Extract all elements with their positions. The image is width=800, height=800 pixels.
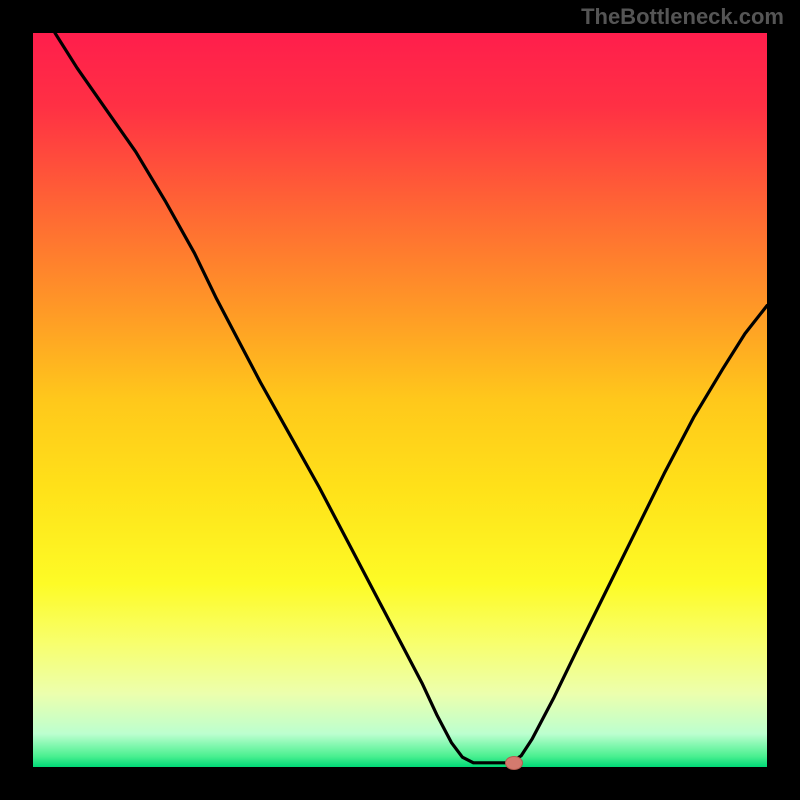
bottleneck-curve — [55, 33, 767, 763]
watermark-text: TheBottleneck.com — [581, 4, 784, 30]
optimum-marker — [505, 756, 523, 770]
curve-layer — [33, 33, 767, 767]
chart-stage: TheBottleneck.com — [0, 0, 800, 800]
plot-area — [33, 33, 767, 767]
